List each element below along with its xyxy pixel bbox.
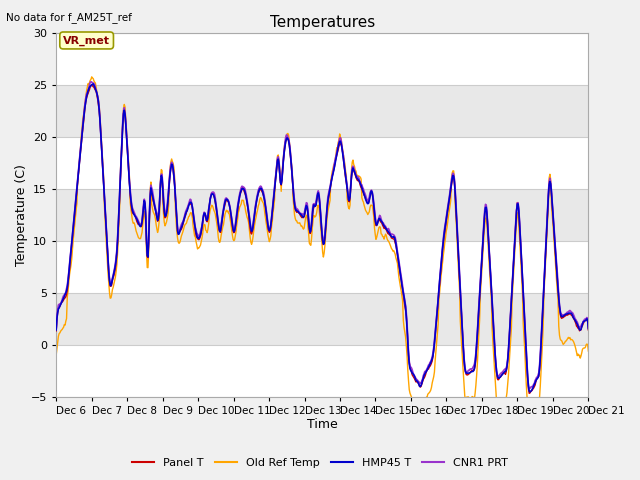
Text: VR_met: VR_met xyxy=(63,36,110,46)
Title: Temperatures: Temperatures xyxy=(269,15,375,30)
X-axis label: Time: Time xyxy=(307,419,338,432)
Legend: Panel T, Old Ref Temp, HMP45 T, CNR1 PRT: Panel T, Old Ref Temp, HMP45 T, CNR1 PRT xyxy=(127,453,513,472)
Bar xyxy=(56,33,588,84)
Bar xyxy=(56,345,588,396)
Y-axis label: Temperature (C): Temperature (C) xyxy=(15,164,28,265)
Bar xyxy=(56,137,588,189)
Bar xyxy=(56,189,588,240)
Bar xyxy=(56,84,588,137)
Bar xyxy=(56,293,588,345)
Text: No data for f_AM25T_ref: No data for f_AM25T_ref xyxy=(6,12,132,23)
Bar xyxy=(56,240,588,293)
